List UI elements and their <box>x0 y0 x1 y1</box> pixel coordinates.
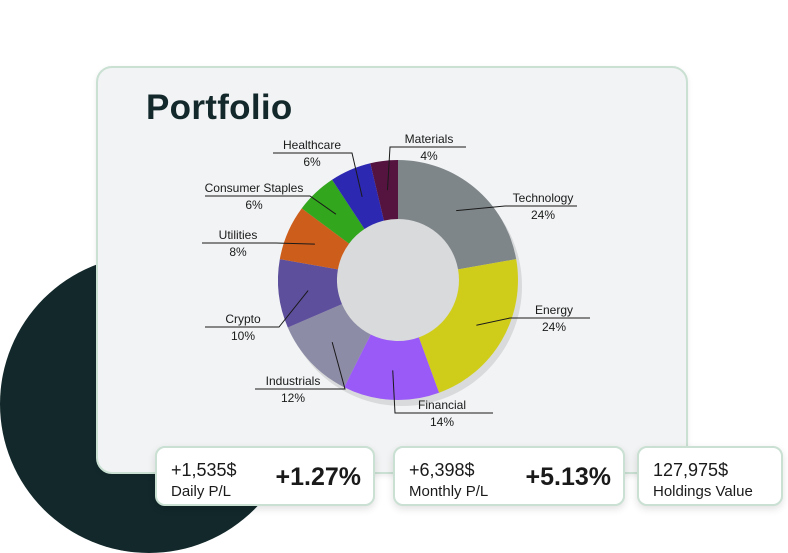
leader-line-energy <box>476 317 590 326</box>
label-technology: Technology <box>513 191 574 205</box>
monthly-pl-card: +6,398$ Monthly P/L +5.13% <box>393 446 625 506</box>
slice-industrials <box>287 304 371 388</box>
label-utilities: Utilities <box>219 228 258 242</box>
daily-pl-card: +1,535$ Daily P/L +1.27% <box>155 446 375 506</box>
slice-materials <box>370 160 398 221</box>
value-materials: 4% <box>420 149 438 163</box>
slice-energy <box>418 259 518 393</box>
value-industrials: 12% <box>281 391 305 405</box>
label-materials: Materials <box>405 132 454 146</box>
slice-financial <box>344 334 440 400</box>
holdings-value-label: Holdings Value <box>653 483 753 500</box>
value-financial: 14% <box>430 415 454 429</box>
holdings-value-card: 127,975$ Holdings Value <box>637 446 783 506</box>
leader-line-technology <box>456 205 577 212</box>
slice-healthcare <box>332 163 384 230</box>
leader-line-healthcare <box>273 152 363 198</box>
label-healthcare: Healthcare <box>283 138 341 152</box>
label-crypto: Crypto <box>225 312 261 326</box>
value-utilities: 8% <box>229 245 247 259</box>
monthly-pl-percent: +5.13% <box>525 463 612 491</box>
leader-line-financial <box>392 370 493 414</box>
slice-crypto <box>277 259 342 328</box>
page-title: Portfolio <box>146 88 293 127</box>
leader-line-industrials <box>255 341 346 390</box>
portfolio-card <box>96 66 688 474</box>
daily-pl-label: Daily P/L <box>171 483 232 500</box>
daily-pl-value: +1,535$ <box>171 460 237 480</box>
value-energy: 24% <box>542 320 566 334</box>
leader-line-utilities <box>202 242 315 245</box>
leader-line-consumer-staples <box>205 195 337 215</box>
leader-line-materials <box>386 146 466 191</box>
slice-technology <box>398 160 517 270</box>
slice-utilities <box>279 208 350 270</box>
label-industrials: Industrials <box>266 374 321 388</box>
label-energy: Energy <box>535 303 573 317</box>
monthly-pl-label: Monthly P/L <box>409 483 489 500</box>
label-financial: Financial <box>418 398 466 412</box>
value-crypto: 10% <box>231 329 255 343</box>
label-consumer-staples: Consumer Staples <box>205 181 304 195</box>
holdings-value: 127,975$ <box>653 460 729 480</box>
daily-pl-percent: +1.27% <box>275 463 362 491</box>
value-technology: 24% <box>531 208 555 222</box>
value-consumer-staples: 6% <box>245 198 263 212</box>
value-healthcare: 6% <box>303 155 321 169</box>
leader-line-crypto <box>205 290 309 328</box>
monthly-pl-value: +6,398$ <box>409 460 475 480</box>
